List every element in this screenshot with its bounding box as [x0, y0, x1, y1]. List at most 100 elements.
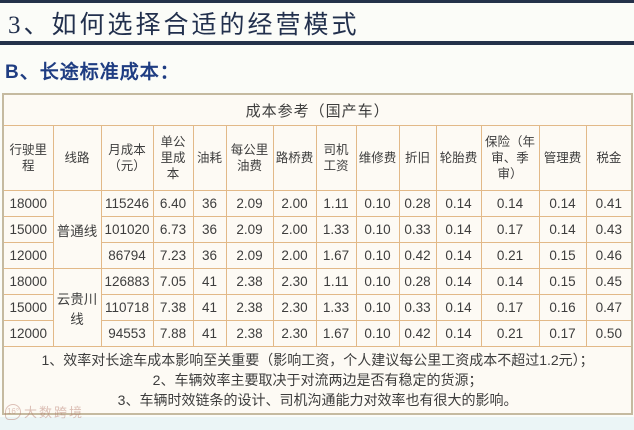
section-label: B、长途标准成本：: [5, 62, 180, 83]
cell-value: 0.43: [585, 216, 633, 243]
column-header: 轮胎费: [435, 125, 482, 191]
cell-value: 7.38: [152, 294, 194, 321]
cell-value: 2.00: [272, 190, 317, 217]
watermark-text: 大数跨境: [24, 405, 85, 420]
cell-value: 1.11: [315, 268, 357, 295]
cell-mileage: 15000: [2, 294, 54, 321]
cell-value: 0.10: [355, 242, 400, 269]
notes-row: 1、效率对长途车成本影响至关重要（影响工资，个人建议每公里工资成本不超过1.2元…: [2, 346, 633, 415]
cell-value: 0.14: [435, 216, 482, 243]
table-row: 15000 101020 6.73 36 2.09 2.00 1.33 0.10 0.33 0.1…: [2, 216, 633, 243]
cell-route: 云贵川线: [52, 268, 102, 347]
notes-cell: 1、效率对长途车成本影响至关重要（影响工资，个人建议每公里工资成本不超过1.2元…: [2, 346, 633, 415]
cell-value: 1.11: [315, 190, 357, 217]
table-row: 15000 110718 7.38 41 2.38 2.30 1.33 0.10 0.33 0.1…: [2, 294, 633, 321]
cell-value: 0.16: [538, 294, 587, 321]
cell-value: 0.10: [355, 216, 400, 243]
cell-value: 0.21: [480, 320, 540, 347]
cell-value: 0.14: [435, 294, 482, 321]
note-line: 2、车辆效率主要取决于对流两边是否有稳定的货源；: [152, 371, 483, 388]
cell-value: 0.15: [538, 268, 587, 295]
cell-value: 2.38: [225, 294, 274, 321]
cell-value: 41: [192, 294, 227, 321]
cell-value: 110718: [100, 294, 154, 321]
table-caption-row: 成本参考（国产车）: [2, 93, 633, 126]
cell-value: 1.67: [315, 242, 357, 269]
cell-value: 115246: [100, 190, 154, 217]
bottom-strip: [0, 417, 634, 430]
cell-value: 101020: [100, 216, 154, 243]
cell-value: 2.09: [225, 242, 274, 269]
cell-value: 0.14: [435, 190, 482, 217]
column-header: 司机工资: [315, 125, 357, 191]
cell-value: 36: [192, 190, 227, 217]
cell-value: 0.50: [585, 320, 633, 347]
cell-value: 41: [192, 320, 227, 347]
cell-value: 0.14: [435, 268, 482, 295]
cell-value: 0.47: [585, 294, 633, 321]
cell-value: 2.30: [272, 268, 317, 295]
cost-table: 成本参考（国产车） 行驶里程 线路 月成本（元） 单公里成本 油耗 每公里油费 路桥费 司机工…: [2, 93, 634, 415]
cell-value: 126883: [100, 268, 154, 295]
note-line: 3、车辆时效链条的设计、司机沟通能力对效率也有很大的影响。: [117, 392, 518, 409]
top-accent-bar: [0, 0, 634, 3]
column-header: 行驶里程: [2, 125, 54, 191]
cell-value: 7.23: [152, 242, 194, 269]
column-header: 油耗: [192, 125, 227, 191]
cell-value: 0.17: [480, 294, 540, 321]
cell-value: 2.09: [225, 190, 274, 217]
cell-value: 7.05: [152, 268, 194, 295]
cell-mileage: 18000: [2, 268, 54, 295]
column-header: 管理费: [538, 125, 587, 191]
cell-value: 0.10: [355, 268, 400, 295]
column-header: 维修费: [355, 125, 400, 191]
column-header: 保险（年审、季审）: [480, 125, 540, 191]
cell-value: 86794: [100, 242, 154, 269]
cell-value: 0.14: [435, 242, 482, 269]
cell-value: 1.33: [315, 216, 357, 243]
column-header: 折旧: [398, 125, 437, 191]
cell-value: 0.10: [355, 320, 400, 347]
cell-value: 2.00: [272, 216, 317, 243]
note-line: 1、效率对长途车成本影响至关重要（影响工资，个人建议每公里工资成本不超过1.2元…: [41, 351, 594, 368]
table-row: 12000 86794 7.23 36 2.09 2.00 1.67 0.10 0.42 0.14…: [2, 242, 633, 269]
cell-route: 普通线: [52, 190, 102, 269]
cell-value: 0.17: [538, 320, 587, 347]
table-row: 18000 云贵川线 126883 7.05 41 2.38 2.30 1.11 0.10 0.2…: [2, 268, 633, 347]
cell-value: 2.00: [272, 242, 317, 269]
cell-value: 6.73: [152, 216, 194, 243]
cell-value: 0.42: [398, 242, 437, 269]
cell-value: 0.28: [398, 190, 437, 217]
cell-value: 0.21: [480, 242, 540, 269]
cell-value: 2.38: [225, 320, 274, 347]
page-title: 3、如何选择合适的经营模式: [8, 12, 360, 39]
cell-value: 36: [192, 242, 227, 269]
cell-value: 0.15: [538, 242, 587, 269]
column-header: 每公里油费: [225, 125, 274, 191]
cell-mileage: 18000: [2, 190, 54, 217]
cell-value: 0.14: [480, 190, 540, 217]
cell-value: 0.33: [398, 216, 437, 243]
cell-value: 0.14: [538, 190, 587, 217]
cell-value: 2.30: [272, 294, 317, 321]
table-header-row: 行驶里程 线路 月成本（元） 单公里成本 油耗 每公里油费 路桥费 司机工资 维修费 折旧 轮胎费保…: [2, 125, 633, 191]
cell-value: 0.41: [585, 190, 633, 217]
cell-value: 94553: [100, 320, 154, 347]
cell-value: 2.30: [272, 320, 317, 347]
cell-value: 0.17: [480, 216, 540, 243]
cell-value: 1.67: [315, 320, 357, 347]
cell-value: 0.28: [398, 268, 437, 295]
cell-mileage: 12000: [2, 320, 54, 347]
cell-value: 0.46: [585, 242, 633, 269]
table-row: 12000 94553 7.88 41 2.38 2.30 1.67 0.10 0.42 0.14…: [2, 320, 633, 347]
cell-value: 1.33: [315, 294, 357, 321]
column-header: 路桥费: [272, 125, 317, 191]
cell-value: 6.40: [152, 190, 194, 217]
cell-value: 0.42: [398, 320, 437, 347]
cell-value: 0.14: [435, 320, 482, 347]
cell-value: 0.33: [398, 294, 437, 321]
watermark-logo-icon: 16°: [5, 403, 21, 420]
cell-value: 2.38: [225, 268, 274, 295]
column-header: 线路: [52, 125, 102, 191]
